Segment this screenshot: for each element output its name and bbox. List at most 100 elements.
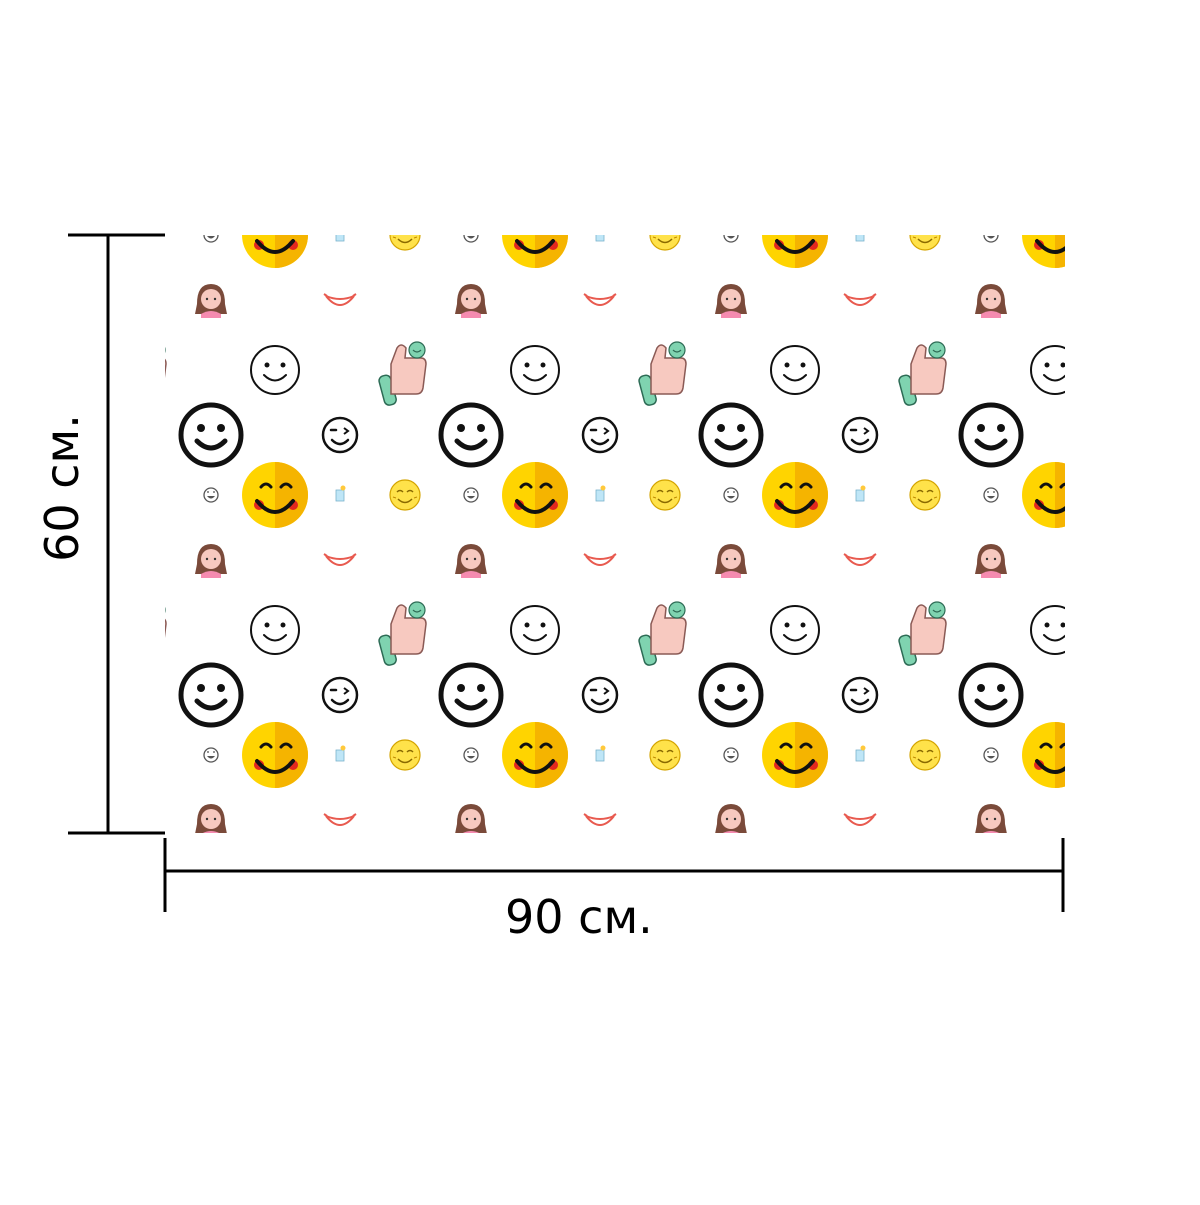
thumbs-up-icon [165, 341, 167, 407]
girl-face-icon [975, 1064, 1007, 1098]
drink-glass-icon [1116, 1006, 1126, 1022]
smile-lips-icon [64, 1074, 96, 1085]
blush-smiley-icon [650, 1000, 680, 1030]
blush-smiley-icon [389, 235, 421, 251]
yellow-smiley-icon [240, 235, 310, 270]
blush-smiley-icon [130, 480, 160, 510]
outline-smiley-icon [1031, 86, 1079, 134]
outline-smiley-icon [251, 1126, 299, 1174]
wink-smiley-icon [843, 158, 877, 192]
yellow-smiley-icon [240, 720, 310, 790]
grin-icon [463, 747, 479, 763]
thumbs-up-icon [378, 1122, 426, 1186]
wink-smiley-icon [843, 938, 877, 972]
yellow-smiley-icon [500, 460, 570, 530]
smile-lips-icon [1104, 554, 1136, 565]
wink-smiley-icon [63, 938, 97, 972]
blush-smiley-icon [389, 739, 421, 771]
yellow-smiley-icon [1020, 235, 1065, 270]
blush-smiley-icon [1170, 220, 1200, 250]
wink-smiley-icon [1103, 678, 1137, 712]
outline-smiley-icon [0, 866, 39, 914]
drink-glass-icon [595, 235, 606, 242]
outline-smiley-icon [771, 1126, 819, 1174]
height-dimension-line [68, 233, 165, 835]
smile-lips-icon [584, 34, 616, 45]
drink-glass-icon [76, 746, 86, 762]
bold-outline-smiley-icon [441, 405, 501, 465]
thumbs-up-icon [165, 601, 167, 667]
thumbs-up-icon [118, 1122, 166, 1186]
outline-smiley-icon [511, 1126, 559, 1174]
grin-icon [463, 235, 479, 243]
width-dimension-line [163, 838, 1065, 912]
outline-smiley-icon [1031, 1126, 1079, 1174]
outline-smiley-icon [511, 86, 559, 134]
wink-smiley-icon [581, 416, 619, 454]
grin-icon [724, 1008, 738, 1022]
thumbs-up-icon [1158, 342, 1200, 406]
wink-smiley-icon [841, 676, 879, 714]
drink-glass-icon [1116, 746, 1126, 762]
blush-smiley-icon [649, 235, 681, 251]
bold-outline-smiley-icon [701, 925, 761, 985]
wink-smiley-icon [323, 938, 357, 972]
girl-face-icon [455, 1064, 487, 1098]
bold-outline-smiley-icon [441, 1185, 501, 1200]
yellow-smiley-icon [760, 720, 830, 790]
grin-icon [204, 1008, 218, 1022]
width-label: 90 см. [505, 890, 653, 944]
outline-smiley-icon [510, 605, 560, 655]
smile-lips-icon [1104, 1074, 1136, 1085]
bold-outline-smiley-icon [441, 665, 501, 725]
blush-smiley-icon [649, 479, 681, 511]
bold-outline-smiley-icon [181, 925, 241, 985]
girl-face-icon [455, 24, 487, 58]
wink-smiley-icon [1103, 418, 1137, 452]
yellow-smiley-icon [762, 0, 828, 8]
bold-outline-smiley-icon [181, 1185, 241, 1200]
outline-smiley-icon [0, 86, 39, 134]
drink-glass-icon [1116, 486, 1126, 502]
drink-glass-icon [76, 226, 86, 242]
smile-lips-icon [1104, 34, 1136, 45]
wink-smiley-icon [583, 158, 617, 192]
outline-smiley-icon [250, 605, 300, 655]
blush-smiley-icon [649, 739, 681, 771]
wink-smiley-icon [1103, 158, 1137, 192]
drink-glass-icon [76, 1006, 86, 1022]
thumbs-up-icon [118, 82, 166, 146]
bold-outline-smiley-icon [961, 145, 1021, 205]
drink-glass-icon [336, 1006, 346, 1022]
outline-smiley-icon [0, 606, 39, 654]
yellow-smiley-icon [242, 982, 308, 1048]
grin-icon [463, 487, 479, 503]
smile-lips-icon [64, 814, 96, 825]
yellow-smiley-icon [0, 982, 48, 1048]
bold-outline-smiley-icon [961, 1185, 1021, 1200]
thumbs-up-icon [118, 862, 166, 926]
yellow-smiley-icon [0, 0, 48, 8]
grin-icon [983, 235, 999, 243]
bold-outline-smiley-icon [441, 145, 501, 205]
blush-smiley-icon [909, 739, 941, 771]
bold-outline-smiley-icon [701, 665, 761, 725]
drink-glass-icon [596, 1006, 606, 1022]
outline-smiley-icon [1030, 605, 1065, 655]
grin-icon [723, 487, 739, 503]
outline-smiley-icon [771, 866, 819, 914]
wink-smiley-icon [63, 158, 97, 192]
wink-smiley-icon [581, 676, 619, 714]
yellow-smiley-icon [760, 235, 830, 270]
thumbs-up-icon [898, 1122, 946, 1186]
yellow-smiley-icon [500, 720, 570, 790]
yellow-smiley-icon [502, 0, 568, 8]
yellow-smiley-icon [1022, 0, 1088, 8]
blush-smiley-icon [130, 740, 160, 770]
blush-smiley-icon [1170, 1000, 1200, 1030]
girl-face-icon [195, 24, 227, 58]
grin-icon [983, 487, 999, 503]
outline-smiley-icon [1031, 866, 1079, 914]
blush-smiley-icon [909, 235, 941, 251]
